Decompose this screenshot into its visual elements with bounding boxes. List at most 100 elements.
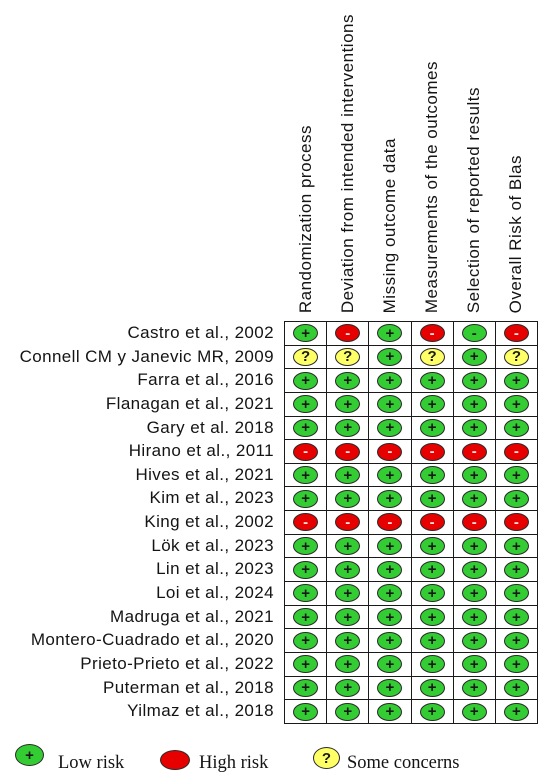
column-headers: Randomization process Deviation from int… xyxy=(284,0,538,316)
table-cell: + xyxy=(285,487,327,511)
table-cell: + xyxy=(495,416,537,440)
table-cell: + xyxy=(369,416,411,440)
table-cell: + xyxy=(285,652,327,676)
table-cell: + xyxy=(453,416,495,440)
table-cell: + xyxy=(327,487,369,511)
table-cell: + xyxy=(327,700,369,723)
column-header-selection: Selection of reported results xyxy=(464,86,484,313)
risk-marker-low: + xyxy=(335,678,361,697)
risk-marker-low: + xyxy=(335,560,361,579)
risk-marker-low: + xyxy=(377,702,403,721)
table-cell: + xyxy=(453,652,495,676)
risk-marker-low: + xyxy=(461,347,487,366)
table-cell: + xyxy=(453,463,495,487)
risk-marker-low: + xyxy=(503,678,529,697)
risk-marker-low: + xyxy=(293,631,319,650)
risk-marker-low: + xyxy=(293,395,319,414)
study-label: Hirano et al., 2011 xyxy=(128,441,274,461)
risk-marker-low: + xyxy=(377,537,403,556)
table-cell: + xyxy=(327,369,369,392)
table-cell: + xyxy=(327,463,369,487)
table-cell: + xyxy=(495,534,537,558)
table-cell: + xyxy=(495,605,537,629)
study-label: Loi et al., 2024 xyxy=(156,583,274,603)
table-cell: + xyxy=(411,463,453,487)
table-cell: + xyxy=(453,558,495,582)
risk-marker-low: + xyxy=(293,324,319,343)
risk-marker-high: - xyxy=(503,442,529,461)
risk-marker-low: + xyxy=(293,537,319,556)
risk-marker-low: + xyxy=(419,489,445,508)
risk-marker-low: + xyxy=(293,678,319,697)
risk-marker-high: - xyxy=(335,324,361,343)
study-label: Gary et al. 2018 xyxy=(146,417,274,437)
table-cell: + xyxy=(285,676,327,700)
risk-marker-low: + xyxy=(293,560,319,579)
risk-marker-low: + xyxy=(503,537,529,556)
table-cell: + xyxy=(369,369,411,392)
risk-marker-low: + xyxy=(419,631,445,650)
table-cell: - xyxy=(453,511,495,534)
table-cell: + xyxy=(285,534,327,558)
table-cell: + xyxy=(453,534,495,558)
legend-low-risk-marker: + xyxy=(15,744,44,766)
risk-marker-low: + xyxy=(419,371,445,390)
table-cell: + xyxy=(369,582,411,605)
table-cell: + xyxy=(411,487,453,511)
study-label: Farra et al., 2016 xyxy=(137,370,274,390)
legend-high-risk-label: High risk xyxy=(199,753,269,773)
risk-marker-low: - xyxy=(461,324,487,343)
table-cell: + xyxy=(327,629,369,652)
table-cell: + xyxy=(369,558,411,582)
risk-marker-low: + xyxy=(335,584,361,603)
risk-marker-low: + xyxy=(335,655,361,674)
risk-marker-low: + xyxy=(377,655,403,674)
table-cell: + xyxy=(495,369,537,392)
table-cell: + xyxy=(369,534,411,558)
risk-marker-low: + xyxy=(293,584,319,603)
study-label: Lin et al., 2023 xyxy=(156,559,274,579)
risk-marker-low: + xyxy=(335,702,361,721)
risk-marker-low: + xyxy=(377,678,403,697)
table-cell: + xyxy=(327,558,369,582)
table-cell: + xyxy=(369,629,411,652)
table-cell: + xyxy=(285,558,327,582)
risk-marker-low: + xyxy=(377,347,403,366)
risk-marker-low: + xyxy=(335,489,361,508)
table-cell: - xyxy=(369,440,411,463)
risk-marker-low: + xyxy=(335,631,361,650)
risk-marker-low: + xyxy=(419,655,445,674)
study-label: Flanagan et al., 2021 xyxy=(105,393,274,413)
risk-marker-low: + xyxy=(419,584,445,603)
risk-marker-low: + xyxy=(293,608,319,626)
risk-marker-low: + xyxy=(461,608,487,626)
risk-marker-low: + xyxy=(335,395,361,414)
table-cell: - xyxy=(411,322,453,345)
table-cell: ? xyxy=(411,345,453,369)
risk-marker-low: + xyxy=(419,418,445,437)
table-cell: + xyxy=(495,676,537,700)
risk-marker-low: + xyxy=(419,560,445,579)
table-cell: + xyxy=(285,700,327,723)
risk-marker-low: + xyxy=(419,537,445,556)
table-cell: + xyxy=(495,487,537,511)
study-label: Hives et al., 2021 xyxy=(135,464,274,484)
risk-marker-low: + xyxy=(503,489,529,508)
column-header-deviation: Deviation from intended interventions xyxy=(337,13,357,313)
study-label: Prieto-Prieto et al., 2022 xyxy=(80,653,274,673)
table-cell: + xyxy=(285,369,327,392)
table-cell: + xyxy=(411,629,453,652)
table-cell: + xyxy=(453,629,495,652)
risk-marker-low: + xyxy=(419,395,445,414)
table-cell: + xyxy=(327,416,369,440)
risk-marker-low: + xyxy=(377,466,403,485)
table-cell: ? xyxy=(285,345,327,369)
table-cell: + xyxy=(327,605,369,629)
table-cell: - xyxy=(495,511,537,534)
study-label: Madruga et al., 2021 xyxy=(110,606,274,626)
risk-marker-low: + xyxy=(377,608,403,626)
table-cell: - xyxy=(495,322,537,345)
table-cell: + xyxy=(285,322,327,345)
risk-marker-low: + xyxy=(293,466,319,485)
risk-marker-low: + xyxy=(461,584,487,603)
